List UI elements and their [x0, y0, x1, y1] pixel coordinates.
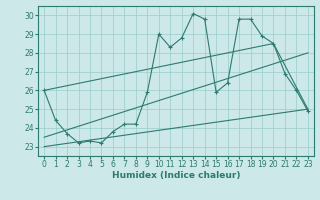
X-axis label: Humidex (Indice chaleur): Humidex (Indice chaleur) [112, 171, 240, 180]
